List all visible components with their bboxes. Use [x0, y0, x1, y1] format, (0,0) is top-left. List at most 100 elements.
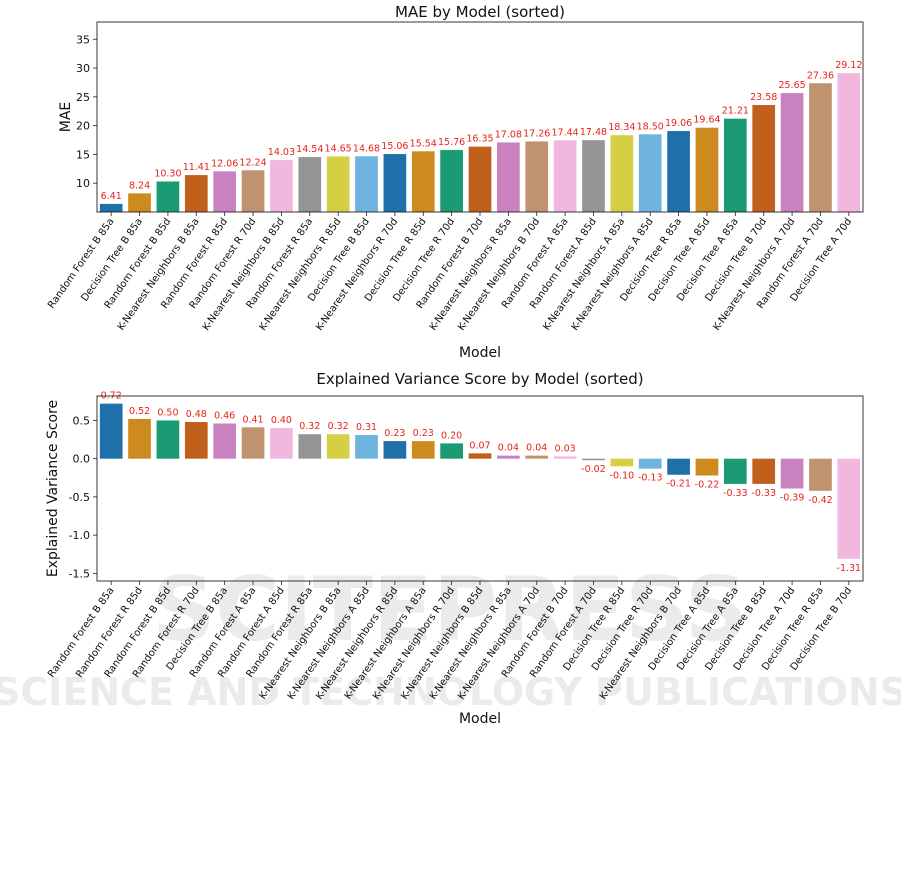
y-tick-label: -1.5	[69, 567, 90, 580]
bar	[383, 154, 407, 212]
bar	[468, 146, 492, 212]
watermark-line-1: SCITEPRESS	[152, 560, 748, 661]
bar	[440, 150, 463, 212]
bar	[695, 458, 719, 476]
bar	[468, 453, 492, 459]
data-label: 14.65	[325, 143, 352, 154]
bar	[497, 455, 520, 459]
y-tick-label: 0.0	[73, 453, 91, 466]
bar	[497, 142, 520, 212]
data-label: 0.03	[555, 443, 576, 454]
bar	[355, 434, 378, 459]
data-label: 17.48	[580, 127, 607, 138]
data-label: 27.36	[807, 70, 834, 81]
bar	[582, 458, 605, 461]
bar	[156, 181, 180, 212]
bar	[809, 458, 832, 491]
bar	[326, 156, 350, 212]
data-label: 19.06	[665, 118, 692, 129]
data-label: 29.12	[835, 60, 862, 71]
bar	[128, 418, 151, 459]
data-label: 0.23	[384, 428, 405, 439]
data-label: 21.21	[722, 106, 749, 117]
data-label: 16.35	[466, 134, 493, 145]
bar	[582, 140, 605, 212]
data-label: -0.33	[751, 488, 776, 499]
data-label: 17.08	[495, 129, 522, 140]
bar	[355, 156, 378, 212]
data-label: 25.65	[778, 80, 805, 91]
bar	[525, 455, 549, 459]
data-label: 0.32	[328, 421, 349, 432]
bar	[411, 151, 435, 212]
bar	[837, 458, 861, 559]
data-label: -0.10	[610, 470, 635, 481]
data-label: 18.34	[608, 122, 635, 133]
x-axis-label: Model	[459, 711, 501, 727]
bar	[667, 131, 690, 212]
data-label: 0.07	[469, 440, 490, 451]
bar	[752, 458, 776, 484]
data-label: 15.54	[410, 138, 437, 149]
data-label: 15.06	[381, 141, 408, 152]
data-label: 19.64	[693, 115, 720, 126]
bar	[156, 420, 180, 459]
y-tick-label: 35	[76, 33, 90, 46]
bar	[128, 193, 151, 212]
y-axis-label: MAE	[58, 102, 74, 133]
bar	[638, 134, 662, 212]
bar	[440, 443, 463, 459]
bar	[525, 141, 549, 212]
data-label: 14.54	[296, 144, 323, 155]
data-label: 0.04	[498, 443, 519, 454]
bar	[553, 456, 577, 459]
data-label: -1.31	[837, 563, 862, 574]
y-tick-label: 0.5	[73, 414, 91, 427]
data-label: -0.33	[723, 488, 748, 499]
watermark: SCITEPRESS SCIENCE AND TECHNOLOGY PUBLIC…	[0, 560, 901, 714]
data-label: -0.42	[808, 495, 833, 506]
data-label: 18.50	[637, 121, 664, 132]
data-label: 0.46	[214, 411, 235, 422]
bar	[809, 83, 832, 212]
data-label: 8.24	[129, 180, 150, 191]
bar	[695, 127, 719, 212]
data-label: 23.58	[750, 92, 777, 103]
data-label: 11.41	[183, 162, 210, 173]
data-label: 6.41	[101, 191, 122, 202]
data-label: 12.06	[211, 158, 238, 169]
bar	[638, 458, 662, 469]
bar	[270, 160, 293, 212]
bar	[610, 135, 634, 212]
chart-title: MAE by Model (sorted)	[395, 3, 565, 21]
bar	[837, 73, 861, 212]
bar	[99, 203, 123, 212]
bar	[723, 458, 747, 484]
bar	[780, 458, 804, 489]
plot-frame	[96, 21, 864, 213]
data-label: 14.03	[268, 147, 295, 158]
data-label: -0.39	[780, 493, 805, 504]
y-tick-label: 15	[76, 148, 90, 161]
bar	[184, 175, 208, 212]
data-label: 17.26	[523, 128, 550, 139]
data-label: 0.52	[129, 406, 150, 417]
bar	[298, 434, 322, 459]
y-tick-label: 25	[76, 91, 90, 104]
bar	[213, 423, 237, 459]
bar	[184, 421, 208, 459]
bar	[610, 458, 634, 467]
data-label: 0.20	[441, 430, 462, 441]
y-tick-label: 20	[76, 120, 90, 133]
data-label: 12.24	[239, 157, 266, 168]
watermark-line-2: SCIENCE AND TECHNOLOGY PUBLICATIONS	[0, 670, 901, 714]
bar	[553, 140, 577, 212]
bar	[213, 171, 237, 212]
y-axis-label: Explained Variance Score	[45, 400, 61, 577]
bar	[270, 428, 293, 459]
data-label: 17.44	[552, 127, 579, 138]
bar	[298, 157, 322, 212]
bar	[383, 441, 407, 459]
